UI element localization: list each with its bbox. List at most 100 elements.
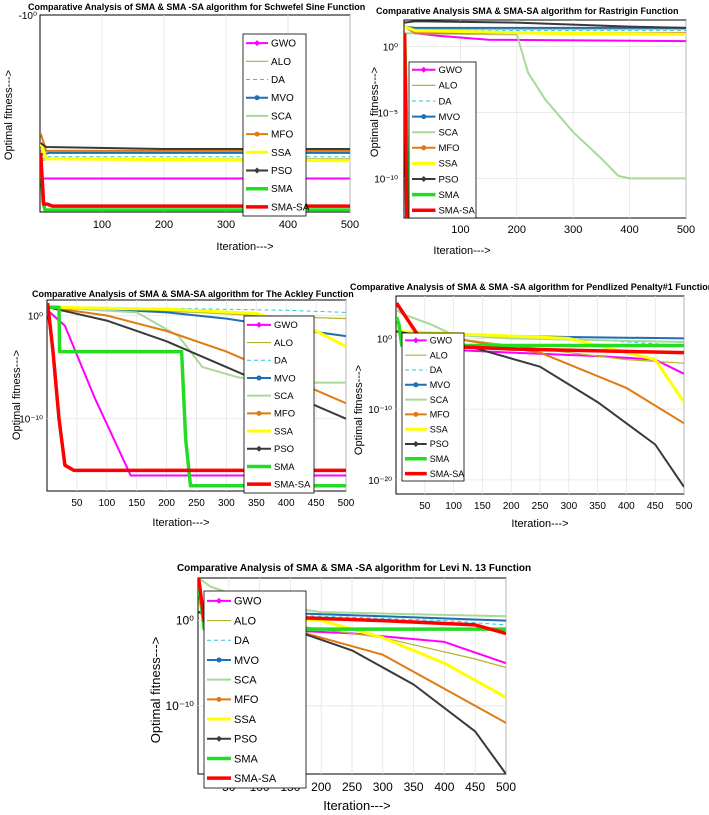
x-tick-label: 350: [248, 498, 265, 509]
legend-label-pso: PSO: [274, 444, 294, 455]
chart-penalty: Comparative Analysis of SMA & SMA -SA al…: [350, 282, 709, 530]
y-tick-label: 10⁰: [176, 614, 194, 628]
legend-label-sma: SMA: [274, 462, 295, 473]
chart-title: Comparative Analysis SMA & SMA-SA algori…: [376, 6, 679, 16]
y-axis-label: Optimal fitness--->: [11, 350, 23, 440]
legend-label-sma-sa: SMA-SA: [274, 479, 311, 490]
x-tick-label: 300: [564, 224, 582, 236]
legend-label-mfo: MFO: [271, 130, 293, 141]
x-tick-label: 100: [445, 501, 462, 512]
legend-label-gwo: GWO: [234, 596, 262, 608]
x-axis-label: Iteration--->: [216, 241, 273, 253]
legend: GWO ALO DA MVO SCA MFO SSA PSO SMA SMA-SA: [408, 61, 477, 219]
legend-label-sma-sa: SMA-SA: [234, 773, 277, 785]
y-tick-label: 10⁰: [28, 311, 43, 322]
legend-label-mvo: MVO: [430, 380, 451, 390]
legend-label-sma-sa: SMA-SA: [430, 469, 465, 479]
x-tick-label: 300: [218, 498, 235, 509]
series-line-sca: [404, 32, 686, 180]
x-tick-label: 100: [451, 224, 469, 236]
series-line-sma-sa: [404, 33, 409, 218]
chart-title: Comparative Analysis of SMA & SMA-SA alg…: [32, 289, 354, 299]
x-tick-label: 500: [676, 501, 693, 512]
legend: GWO ALO DA MVO SCA MFO SSA PSO SMA SMA-SA: [242, 33, 310, 217]
legend-marker: [254, 131, 260, 137]
legend-label-da: DA: [271, 75, 285, 86]
series-line-ssa: [404, 25, 686, 36]
series-line-da: [40, 156, 350, 160]
legend-label-sca: SCA: [234, 675, 257, 687]
x-tick-label: 500: [677, 224, 695, 236]
legend-label-alo: ALO: [438, 81, 457, 92]
x-tick-label: 400: [278, 498, 295, 509]
x-tick-label: 200: [503, 501, 520, 512]
legend-label-sca: SCA: [274, 391, 294, 402]
x-tick-label: 500: [338, 498, 355, 509]
y-axis-label: Optimal fitness--->: [353, 365, 365, 455]
y-tick-label: 10⁻⁵: [377, 108, 398, 119]
chart-title: Comparative Analysis of SMA & SMA -SA al…: [28, 2, 365, 12]
chart-levi: Comparative Analysis of SMA & SMA -SA al…: [148, 563, 531, 813]
legend-label-sca: SCA: [271, 111, 292, 122]
y-tick-label: 10⁰: [377, 334, 392, 345]
legend-box: [401, 332, 465, 482]
legend-label-ssa: SSA: [271, 148, 291, 159]
legend-marker: [256, 445, 262, 452]
legend-marker: [420, 66, 427, 73]
series-line-sma-sa: [40, 152, 350, 208]
legend-marker: [420, 176, 427, 182]
x-tick-label: 150: [128, 498, 145, 509]
legend-label-ssa: SSA: [430, 424, 448, 434]
legend-label-mvo: MVO: [274, 373, 296, 384]
y-tick-label: 10⁰: [383, 42, 398, 53]
y-tick-label: 10⁻¹⁰: [166, 699, 195, 713]
x-tick-label: 400: [618, 501, 635, 512]
y-tick-label: 10⁻¹⁰: [368, 405, 392, 416]
legend-label-sca: SCA: [438, 128, 458, 139]
legend-label-pso: PSO: [438, 174, 458, 185]
x-tick-label: 100: [98, 498, 115, 509]
legend-label-pso: PSO: [271, 166, 292, 177]
legend-marker: [412, 337, 419, 344]
x-tick-label: 150: [474, 501, 491, 512]
y-tick-label: -10⁰: [19, 11, 37, 22]
legend-label-mfo: MFO: [274, 409, 295, 420]
chart-rastrigin: Comparative Analysis SMA & SMA-SA algori…: [369, 6, 695, 257]
legend-box: [203, 590, 307, 789]
legend-marker: [256, 321, 262, 328]
legend-marker: [216, 657, 222, 663]
y-tick-label: 10⁻¹⁰: [19, 415, 43, 426]
legend-box: [243, 315, 315, 494]
legend-label-mfo: MFO: [430, 410, 450, 420]
legend-label-ssa: SSA: [438, 159, 458, 170]
legend-marker: [254, 40, 261, 47]
legend-box: [242, 33, 307, 217]
legend-label-da: DA: [430, 365, 443, 375]
legend: GWO ALO DA MVO SCA MFO SSA PSO SMA SMA-SA: [401, 332, 465, 482]
x-tick-label: 500: [341, 219, 359, 231]
legend-label-mvo: MVO: [271, 93, 294, 104]
y-axis-label: Optimal fitness--->: [148, 637, 163, 744]
series-line-da: [198, 611, 506, 626]
x-tick-label: 50: [419, 501, 431, 512]
legend-label-gwo: GWO: [438, 65, 462, 76]
chart-title: Comparative Analysis of SMA & SMA -SA al…: [350, 282, 709, 292]
legend-marker: [256, 410, 262, 416]
legend-marker: [254, 95, 260, 101]
chart-ackley: Comparative Analysis of SMA & SMA-SA alg…: [11, 289, 355, 529]
x-tick-label: 450: [465, 780, 485, 794]
chart-title: Comparative Analysis of SMA & SMA -SA al…: [177, 563, 531, 574]
legend-label-sma-sa: SMA-SA: [438, 206, 475, 217]
series-line-sma-sa: [198, 578, 506, 636]
legend-marker: [256, 375, 262, 381]
legend-marker: [216, 597, 222, 604]
x-tick-label: 500: [496, 780, 516, 794]
x-tick-label: 200: [311, 780, 331, 794]
series-line-sca: [396, 309, 684, 343]
legend-label-sma-sa: SMA-SA: [271, 202, 310, 213]
y-tick-label: 10⁻¹⁰: [374, 174, 398, 185]
legend-label-gwo: GWO: [271, 39, 296, 50]
x-axis-label: Iteration--->: [511, 518, 568, 530]
series-line-sma-sa: [396, 302, 684, 355]
